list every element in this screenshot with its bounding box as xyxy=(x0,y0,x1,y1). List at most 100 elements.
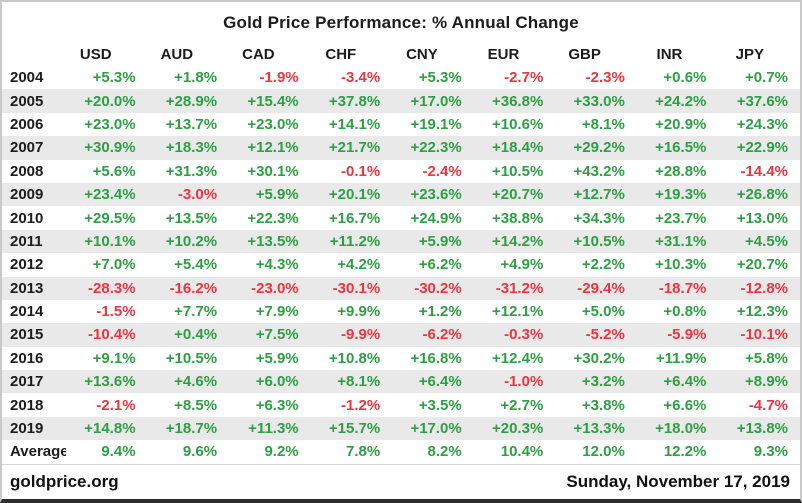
year-cell: 2010 xyxy=(10,209,44,227)
value-cell: 9.2% xyxy=(264,443,299,461)
value-cell: 9.4% xyxy=(101,443,136,461)
column-header-gbp: GBP xyxy=(568,45,601,63)
value-cell: +5.8% xyxy=(745,349,788,367)
year-cell: 2004 xyxy=(10,69,44,87)
value-cell: -30.2% xyxy=(414,279,462,297)
table-row-2019: 2019 +14.8% +18.7% +11.3% +15.7% +17.0% +20.3%… xyxy=(2,416,800,441)
value-cell: +13.0% xyxy=(736,209,788,227)
value-cell: +33.0% xyxy=(573,92,625,110)
table-row-2011: 2011 +10.1% +10.2% +13.5% +11.2% +5.9% +14.2% +… xyxy=(2,229,800,254)
value-cell: +11.3% xyxy=(248,420,299,438)
footer-site-link[interactable]: goldprice.org xyxy=(10,471,119,491)
value-cell: +24.3% xyxy=(736,115,788,133)
year-cell: 2011 xyxy=(10,232,43,250)
value-cell: -3.0% xyxy=(177,186,218,204)
value-cell: +8.9% xyxy=(745,373,788,391)
value-cell: +29.2% xyxy=(573,139,625,157)
value-cell: +13.6% xyxy=(84,373,136,391)
value-cell: -1.5% xyxy=(96,303,136,321)
value-cell: -29.4% xyxy=(577,279,625,297)
value-cell: +5.4% xyxy=(174,256,218,274)
column-header-cad: CAD xyxy=(242,45,275,63)
value-cell: -1.0% xyxy=(504,373,544,391)
table-row-2010: 2010 +29.5% +13.5% +22.3% +16.7% +24.9% +38.8%… xyxy=(2,206,800,229)
table-row-2008: 2008 +5.6% +31.3% +30.1% -0.1% -2.4% +10.5% +43… xyxy=(2,160,800,183)
table-row-2014: 2014 -1.5% +7.7% +7.9% +9.9% +1.2% +12.1% +5.0%… xyxy=(2,300,800,323)
value-cell: +29.5% xyxy=(84,209,136,227)
year-cell: 2013 xyxy=(10,279,44,297)
value-cell: 8.2% xyxy=(427,443,462,461)
table-row-2015: 2015 -10.4% +0.4% +7.5% -9.9% -6.2% -0.3% -5.2%… xyxy=(2,323,800,347)
value-cell: +15.7% xyxy=(328,420,381,438)
value-cell: +18.0% xyxy=(655,420,707,438)
table-row-2017: 2017 +13.6% +4.6% +6.0% +8.1% +6.4% -1.0% +3.2%… xyxy=(2,370,800,394)
value-cell: +38.8% xyxy=(491,209,544,227)
year-cell: 2016 xyxy=(10,349,44,367)
column-header-cny: CNY xyxy=(406,45,438,63)
column-header-chf: CHF xyxy=(325,45,357,63)
value-cell: +13.8% xyxy=(736,420,788,438)
value-cell: +4.5% xyxy=(745,232,788,250)
value-cell: +2.2% xyxy=(581,256,625,274)
value-cell: -1.9% xyxy=(259,69,299,87)
value-cell: +3.8% xyxy=(581,396,625,414)
value-cell: -18.7% xyxy=(658,279,707,297)
table-row-2007: 2007 +30.9% +18.3% +12.1% +21.7% +22.3% +18.4%… xyxy=(2,136,800,160)
value-cell: -5.9% xyxy=(667,326,707,344)
value-cell: +10.3% xyxy=(655,256,707,274)
value-cell: +2.7% xyxy=(500,396,544,414)
value-cell: 10.4% xyxy=(500,443,544,461)
value-cell: +5.9% xyxy=(418,232,462,250)
value-cell: 7.8% xyxy=(345,443,381,461)
table-row-2004: 2004 +5.3% +1.8% -1.9% -3.4% +5.3% -2.7% -2.3% +… xyxy=(2,66,800,89)
value-cell: -4.7% xyxy=(748,396,788,414)
value-cell: +4.9% xyxy=(500,256,544,274)
value-cell: +22.3% xyxy=(247,209,299,227)
value-cell: +30.1% xyxy=(247,162,299,180)
value-cell: +12.1% xyxy=(247,139,299,157)
value-cell: +17.0% xyxy=(410,420,462,438)
value-cell: +3.2% xyxy=(581,373,625,391)
footer-date: Sunday, November 17, 2019 xyxy=(566,471,790,491)
value-cell: +17.0% xyxy=(410,92,462,110)
value-cell: +30.9% xyxy=(84,139,136,157)
footer: goldprice.org Sunday, November 17, 2019 xyxy=(2,463,800,499)
value-cell: +12.4% xyxy=(491,349,544,367)
value-cell: -0.1% xyxy=(341,162,381,180)
column-header-usd: USD xyxy=(79,45,112,63)
value-cell: +7.0% xyxy=(92,256,136,274)
value-cell: +10.5% xyxy=(165,349,218,367)
value-cell: +10.2% xyxy=(165,232,218,250)
value-cell: +0.4% xyxy=(174,326,218,344)
value-cell: +10.6% xyxy=(491,115,544,133)
value-cell: +5.3% xyxy=(92,69,136,87)
value-cell: +16.5% xyxy=(655,139,707,157)
column-header-eur: EUR xyxy=(487,45,520,63)
value-cell: +34.3% xyxy=(573,209,625,227)
column-header-inr: INR xyxy=(656,45,683,63)
value-cell: +4.2% xyxy=(337,256,381,274)
value-cell: +5.0% xyxy=(581,303,625,321)
year-cell: 2012 xyxy=(10,256,44,274)
value-cell: +3.5% xyxy=(418,396,462,414)
value-cell: +31.3% xyxy=(165,162,218,180)
value-cell: +13.5% xyxy=(247,232,299,250)
value-cell: -30.1% xyxy=(332,279,381,297)
value-cell: -10.4% xyxy=(88,326,136,344)
value-cell: -2.3% xyxy=(585,69,625,87)
value-cell: +4.6% xyxy=(174,373,218,391)
column-header-aud: AUD xyxy=(160,45,194,63)
year-cell: 2017 xyxy=(10,373,44,391)
value-cell: +24.2% xyxy=(655,92,707,110)
value-cell: +23.0% xyxy=(84,115,136,133)
value-cell: +9.1% xyxy=(92,349,136,367)
value-cell: +5.9% xyxy=(255,186,299,204)
year-cell: 2018 xyxy=(10,396,44,414)
value-cell: +23.4% xyxy=(84,186,136,204)
value-cell: +23.6% xyxy=(410,186,462,204)
value-cell: +20.1% xyxy=(328,186,381,204)
value-cell: +37.6% xyxy=(736,92,788,110)
value-cell: 12.2% xyxy=(663,443,707,461)
year-cell: 2014 xyxy=(10,303,44,321)
